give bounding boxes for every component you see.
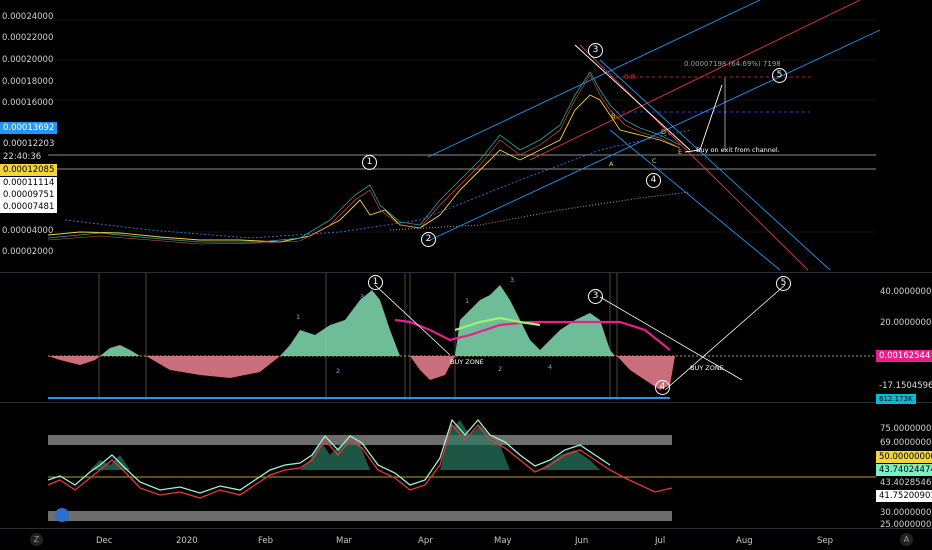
- rsi-tick: 30.00000000: [880, 508, 932, 518]
- time-tick: Jul: [655, 536, 666, 546]
- rsi-tick: 25.00000000: [880, 520, 932, 530]
- rsi-value-tag: 50.00000000: [876, 451, 932, 463]
- price-tick: 0.00020000: [2, 55, 54, 65]
- time-tick: Sep: [817, 536, 834, 546]
- time-tick: Feb: [258, 536, 274, 546]
- zoom-reset-button[interactable]: Z: [30, 533, 43, 546]
- osc-tick: 40.00000000: [880, 287, 932, 297]
- time-tick: May: [494, 536, 512, 546]
- osc-value-tag: -17.15045963: [876, 380, 932, 392]
- fib-level-label: 0.8: [624, 73, 636, 81]
- wave-label: 1: [362, 155, 377, 170]
- buy-note: Buy on exit from channel.: [696, 146, 780, 154]
- price-tick: 0.00022000: [2, 33, 54, 43]
- time-tick: Apr: [418, 536, 433, 546]
- auto-scale-button[interactable]: A: [900, 533, 913, 546]
- osc-count: 2: [498, 365, 503, 373]
- pane-separator[interactable]: [0, 272, 932, 273]
- wave-label: 2: [421, 232, 436, 247]
- price-tag: 0.00011114: [0, 177, 58, 189]
- price-tick: 0.00016000: [2, 98, 54, 108]
- wave-label: 1: [368, 275, 383, 290]
- osc-value-tag: 0.00162544: [876, 350, 932, 362]
- price-tick: 0.00024000: [2, 12, 54, 22]
- wave-label: 5: [772, 68, 787, 83]
- price-tick: 0.00018000: [2, 77, 54, 87]
- volume-tag: 612.173K: [876, 394, 916, 404]
- price-tag: 0.00009751: [0, 189, 58, 201]
- rsi-tick: 69.00000000: [880, 438, 932, 448]
- rsi-value-tag: 43.74024474: [876, 464, 932, 476]
- osc-count: 4: [548, 363, 553, 371]
- wave-label: 4: [655, 380, 670, 395]
- time-tick: Dec: [96, 536, 113, 546]
- osc-count: 3: [360, 293, 365, 301]
- time-tick: Mar: [336, 536, 353, 546]
- wave-label: 4: [646, 173, 661, 188]
- buy-zone-label: BUY ZONE: [450, 358, 484, 366]
- osc-count: 1: [465, 297, 470, 305]
- price-tag: 0.00012203: [0, 138, 58, 150]
- abc-letter: B: [611, 112, 616, 120]
- buy-zone-label: BUY ZONE: [690, 364, 724, 372]
- countdown-tag: 22:40:36: [0, 151, 45, 163]
- time-tick: 2020: [176, 536, 198, 546]
- rsi-value-tag: 41.75200901: [876, 490, 932, 502]
- osc-count: 1: [296, 313, 301, 321]
- time-axis-separator: [0, 528, 932, 529]
- price-tick: 0.00002000: [2, 247, 54, 257]
- pane-separator[interactable]: [0, 402, 932, 403]
- time-tick: Jun: [575, 536, 589, 546]
- abc-letter: E: [678, 148, 683, 156]
- rsi-tick: 43.40285469: [880, 478, 932, 488]
- abc-letter: D: [661, 128, 667, 136]
- range-label: 0.00007198 (64.69%) 7198: [684, 60, 781, 68]
- osc-count: 3: [510, 276, 515, 284]
- abc-letter: A: [609, 160, 614, 168]
- wave-label: 3: [588, 289, 603, 304]
- price-tag: 0.00007481: [0, 201, 58, 213]
- abc-letter: C: [652, 157, 657, 165]
- wave-label: 3: [588, 43, 603, 58]
- rsi-tick: 75.00000000: [880, 424, 932, 434]
- last-price-tag: 0.00013692: [0, 122, 58, 134]
- osc-tick: 20.00000000: [880, 318, 932, 328]
- time-tick: Aug: [736, 536, 753, 546]
- wave-label: 5: [776, 276, 791, 291]
- price-tick: 0.00004000: [2, 226, 54, 236]
- osc-count: 2: [336, 367, 341, 375]
- ma-price-tag: 0.00012085: [0, 164, 58, 176]
